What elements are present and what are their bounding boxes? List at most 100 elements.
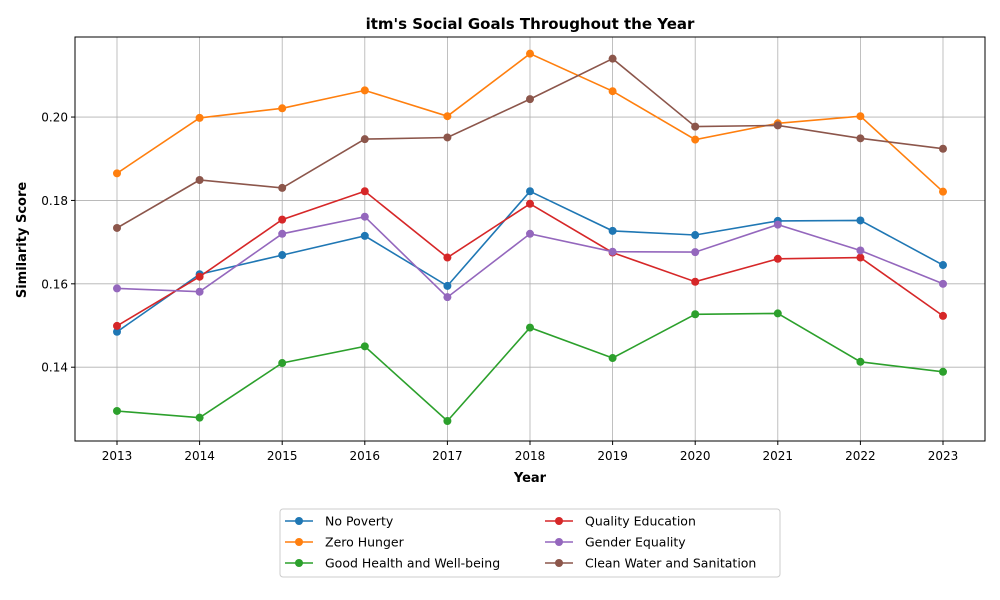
- x-tick-label: 2021: [763, 449, 794, 463]
- y-tick-label: 0.18: [41, 194, 68, 208]
- data-point-clean-water-and-sanitation: [856, 134, 865, 143]
- data-point-good-health-and-well-being: [608, 354, 617, 363]
- data-point-quality-education: [278, 215, 287, 224]
- data-point-gender-equality: [113, 284, 121, 293]
- data-point-good-health-and-well-being: [773, 309, 782, 318]
- y-tick-label: 0.20: [41, 111, 68, 125]
- data-point-clean-water-and-sanitation: [691, 122, 700, 131]
- series-clean-water-and-sanitation: [113, 54, 947, 232]
- data-point-zero-hunger: [691, 135, 700, 144]
- data-point-gender-equality: [939, 279, 947, 288]
- data-point-zero-hunger: [360, 86, 369, 95]
- legend-label: Zero Hunger: [325, 535, 405, 550]
- x-tick-label: 2015: [267, 449, 298, 463]
- legend-entry: Clean Water and Sanitation: [545, 556, 756, 571]
- x-tick-label: 2018: [515, 449, 546, 463]
- legend-marker: [555, 517, 563, 525]
- data-point-no-poverty: [691, 231, 700, 240]
- legend-entry: Gender Equality: [545, 535, 686, 550]
- data-point-gender-equality: [443, 293, 452, 302]
- data-point-quality-education: [443, 253, 452, 262]
- data-point-clean-water-and-sanitation: [526, 95, 534, 104]
- data-point-good-health-and-well-being: [939, 367, 947, 376]
- legend-marker: [555, 538, 563, 546]
- legend: No Poverty Zero Hunger Good Health and Wel…: [279, 508, 781, 578]
- legend-marker: [295, 517, 303, 525]
- data-point-gender-equality: [526, 229, 534, 238]
- x-tick-label: 2017: [432, 449, 463, 463]
- data-point-gender-equality: [691, 248, 700, 257]
- data-point-clean-water-and-sanitation: [113, 223, 121, 232]
- x-tick-label: 2022: [845, 449, 876, 463]
- data-point-clean-water-and-sanitation: [195, 176, 204, 185]
- data-point-gender-equality: [360, 212, 369, 221]
- data-point-good-health-and-well-being: [691, 310, 700, 319]
- chart-title: itm's Social Goals Throughout the Year: [366, 15, 695, 33]
- x-tick-label: 2019: [597, 449, 628, 463]
- data-point-zero-hunger: [443, 112, 452, 121]
- y-axis-title: Similarity Score: [15, 182, 30, 299]
- data-point-no-poverty: [526, 187, 534, 196]
- data-point-gender-equality: [608, 247, 617, 256]
- data-point-zero-hunger: [278, 104, 287, 113]
- legend-label: Quality Education: [585, 514, 696, 529]
- data-point-zero-hunger: [856, 112, 865, 121]
- data-point-gender-equality: [195, 287, 204, 296]
- data-point-zero-hunger: [526, 49, 534, 58]
- legend-entry: Quality Education: [545, 514, 696, 529]
- legend-label: Gender Equality: [585, 535, 686, 550]
- series-good-health-and-well-being: [113, 309, 947, 425]
- data-point-quality-education: [856, 253, 865, 262]
- legend-marker: [295, 538, 303, 546]
- data-point-good-health-and-well-being: [278, 359, 287, 368]
- y-axis-ticks: 0.14 0.16 0.18 0.20: [41, 111, 75, 375]
- data-point-no-poverty: [360, 231, 369, 240]
- data-point-quality-education: [195, 272, 204, 281]
- legend-marker: [555, 559, 563, 567]
- data-point-good-health-and-well-being: [443, 416, 452, 425]
- data-point-no-poverty: [278, 251, 287, 260]
- data-point-zero-hunger: [195, 113, 204, 122]
- series-zero-hunger: [113, 49, 947, 196]
- data-point-good-health-and-well-being: [113, 406, 121, 415]
- data-point-clean-water-and-sanitation: [608, 54, 617, 63]
- data-point-quality-education: [939, 311, 947, 320]
- data-point-zero-hunger: [113, 169, 121, 178]
- legend-entry: Good Health and Well-being: [285, 556, 500, 571]
- data-point-clean-water-and-sanitation: [360, 135, 369, 144]
- x-tick-label: 2023: [928, 449, 959, 463]
- data-point-quality-education: [113, 321, 121, 330]
- legend-label: No Poverty: [325, 514, 394, 529]
- data-point-quality-education: [526, 199, 534, 208]
- data-point-quality-education: [360, 187, 369, 196]
- x-axis-ticks: 2013 2014 2015 2016 2017 2018 2019 2020 2021 2022…: [102, 441, 959, 463]
- data-point-zero-hunger: [608, 87, 617, 96]
- x-tick-label: 2016: [350, 449, 381, 463]
- legend-label: Good Health and Well-being: [325, 556, 500, 571]
- data-point-quality-education: [691, 277, 700, 286]
- data-point-clean-water-and-sanitation: [278, 183, 287, 192]
- x-tick-label: 2020: [680, 449, 711, 463]
- y-tick-label: 0.14: [41, 361, 68, 375]
- legend-marker: [295, 559, 303, 567]
- data-point-gender-equality: [773, 220, 782, 229]
- data-point-no-poverty: [856, 216, 865, 225]
- data-point-good-health-and-well-being: [856, 357, 865, 366]
- y-tick-label: 0.16: [41, 277, 68, 291]
- data-point-no-poverty: [608, 226, 617, 235]
- data-point-clean-water-and-sanitation: [443, 133, 452, 142]
- x-tick-label: 2013: [102, 449, 133, 463]
- legend-frame: [279, 508, 781, 578]
- data-point-gender-equality: [278, 229, 287, 238]
- data-point-good-health-and-well-being: [195, 413, 204, 422]
- data-point-zero-hunger: [939, 187, 947, 196]
- x-axis-title: Year: [513, 471, 547, 486]
- series-lines: [113, 49, 947, 425]
- data-point-good-health-and-well-being: [526, 323, 534, 332]
- legend-entry: No Poverty: [285, 514, 394, 529]
- data-point-no-poverty: [443, 281, 452, 290]
- series-gender-equality: [113, 212, 947, 302]
- legend-label: Clean Water and Sanitation: [585, 556, 756, 571]
- data-point-quality-education: [773, 254, 782, 263]
